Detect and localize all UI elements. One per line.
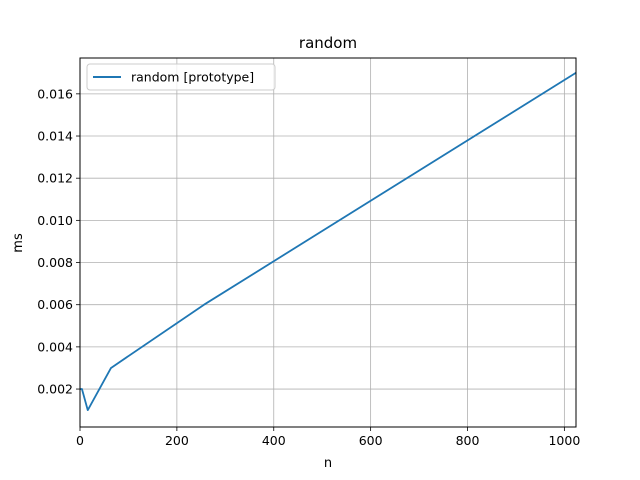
grid — [79, 58, 576, 427]
y-tick-label: 0.008 — [37, 255, 73, 270]
x-tick-label: 800 — [456, 433, 480, 448]
y-tick-label: 0.002 — [37, 382, 73, 397]
legend: random [prototype] — [86, 63, 276, 91]
y-tick-label: 0.006 — [37, 297, 73, 312]
chart-title: random — [299, 34, 357, 52]
x-tick-label: 600 — [359, 433, 383, 448]
legend-box — [86, 63, 276, 91]
x-tick-label: 1000 — [548, 433, 580, 448]
y-tick-label: 0.010 — [37, 213, 73, 228]
x-axis-label: n — [324, 456, 332, 471]
x-tick-label: 200 — [165, 433, 189, 448]
y-axis-label: ms — [11, 233, 26, 253]
y-tick-label: 0.016 — [37, 86, 73, 101]
series-group — [80, 71, 577, 412]
y-axis: 0.002 0.004 0.006 0.008 0.010 0.012 0.014 0.016 — [37, 86, 80, 397]
y-tick-label: 0.012 — [37, 171, 73, 186]
series-line — [80, 71, 577, 412]
legend-entry-label: random [prototype] — [131, 70, 254, 85]
y-tick-label: 0.014 — [37, 129, 73, 144]
x-tick-label: 0 — [76, 433, 84, 448]
x-tick-label: 400 — [262, 433, 286, 448]
x-axis: 0 200 400 600 800 1000 — [76, 427, 580, 448]
y-tick-label: 0.004 — [37, 339, 73, 354]
plot-frame — [79, 57, 577, 428]
